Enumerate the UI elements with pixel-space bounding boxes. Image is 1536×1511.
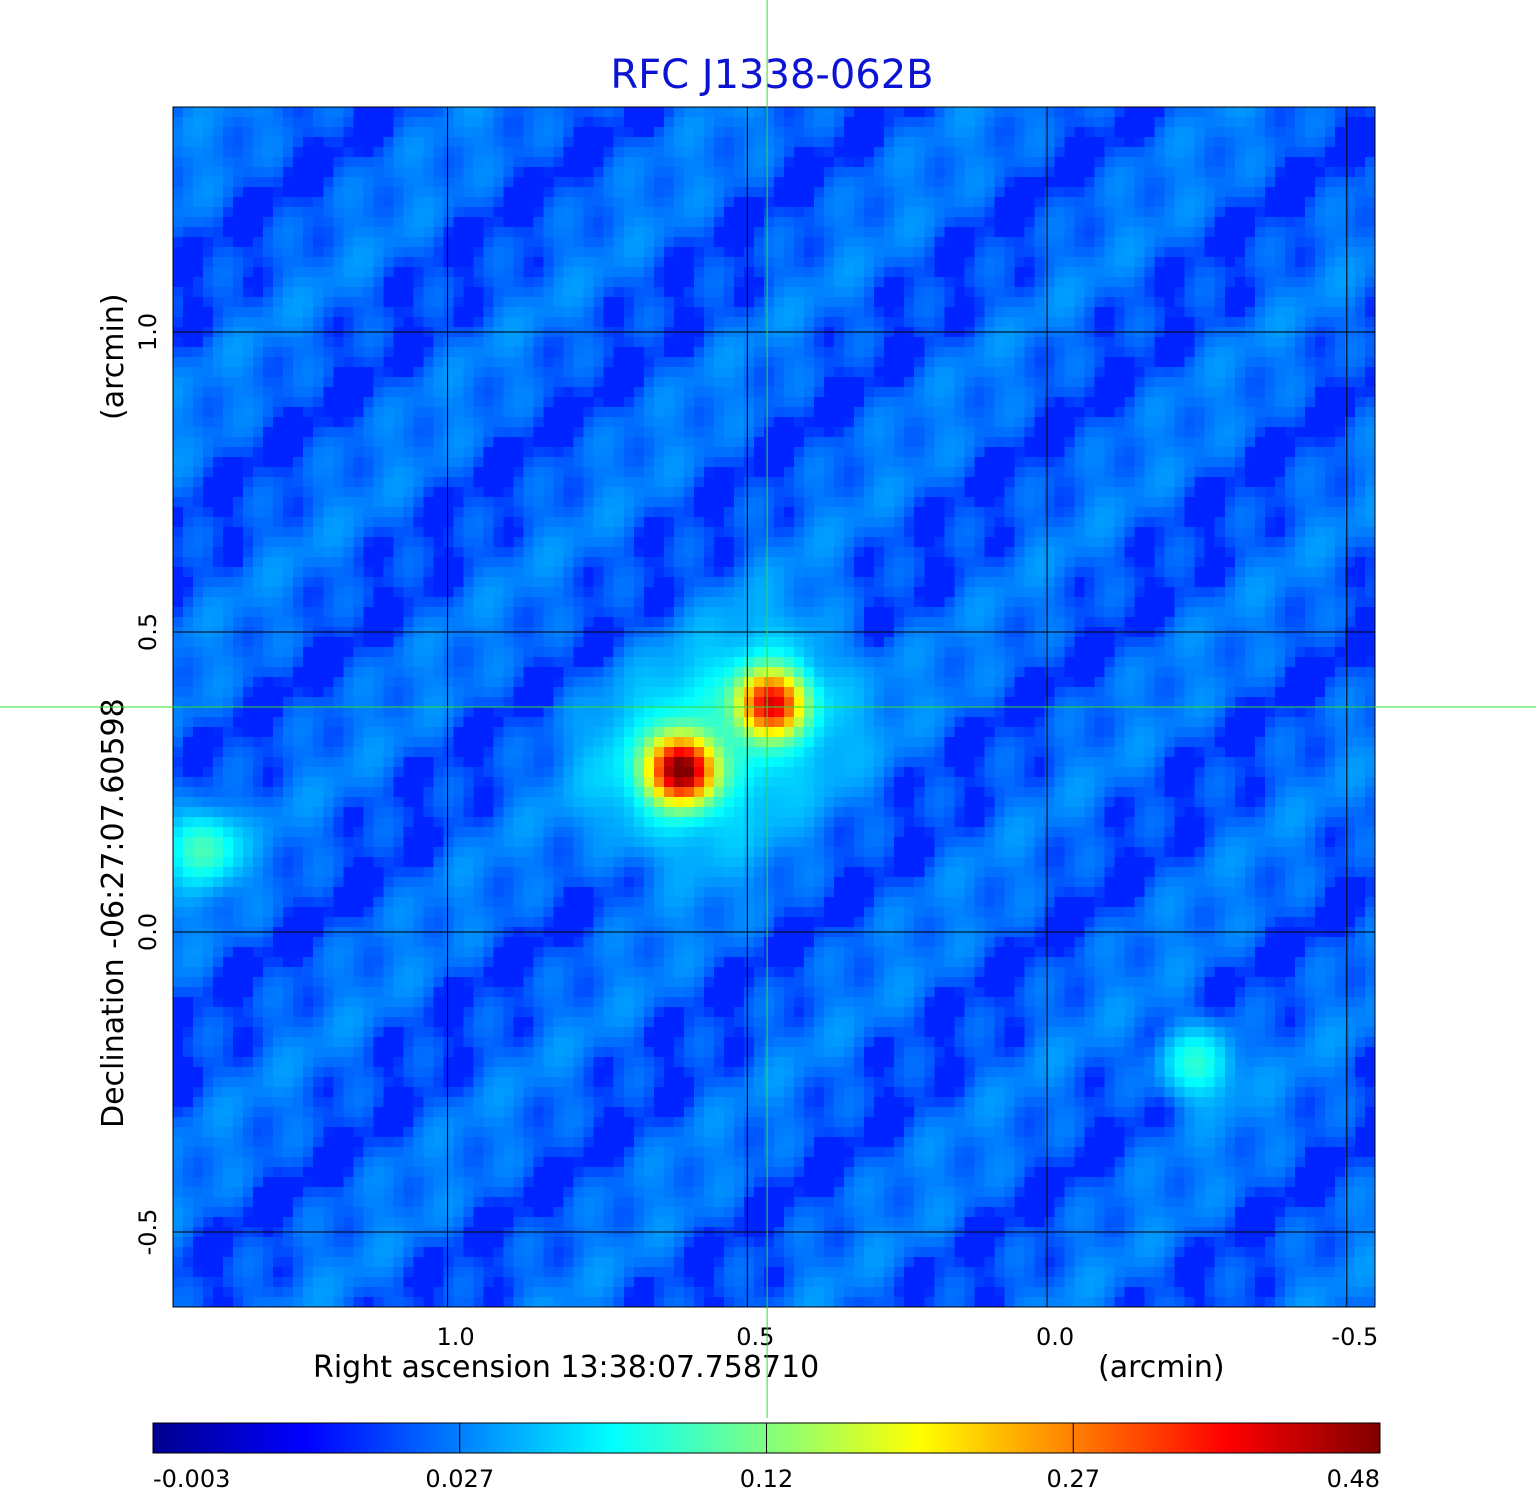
x-axis-unit: (arcmin) bbox=[1098, 1350, 1225, 1385]
x-axis-ticks: 1.0 0.5 0.0 -0.5 bbox=[436, 1323, 1378, 1351]
y-tick-label: -0.5 bbox=[134, 1209, 162, 1256]
y-tick-label: 0.5 bbox=[134, 613, 162, 651]
colorbar-tick-label: -0.003 bbox=[153, 1465, 230, 1493]
x-tick-label: -0.5 bbox=[1331, 1323, 1378, 1351]
colorbar: -0.003 0.027 0.12 0.27 0.48 bbox=[152, 1422, 1381, 1493]
colorbar-tick-label: 0.27 bbox=[1047, 1465, 1100, 1493]
colorbar-tick-label: 0.027 bbox=[425, 1465, 494, 1493]
y-tick-label: 1.0 bbox=[134, 313, 162, 351]
y-tick-label: 0.0 bbox=[134, 913, 162, 951]
chart-title: RFC J1338-062B bbox=[610, 52, 933, 98]
y-axis-unit: (arcmin) bbox=[96, 293, 131, 420]
x-tick-label: 1.0 bbox=[436, 1323, 474, 1351]
colorbar-ticks: -0.003 0.027 0.12 0.27 0.48 bbox=[152, 1423, 1381, 1493]
x-axis-label: Right ascension 13:38:07.758710 bbox=[313, 1350, 819, 1385]
x-tick-label: 0.0 bbox=[1036, 1323, 1074, 1351]
crosshair bbox=[0, 0, 1536, 1418]
colorbar-tick-label: 0.48 bbox=[1327, 1465, 1380, 1493]
y-axis-ticks: 1.0 0.5 0.0 -0.5 bbox=[134, 313, 162, 1256]
x-tick-label: 0.5 bbox=[736, 1323, 774, 1351]
y-axis-label: Declination -06:27:07.60598 bbox=[96, 698, 131, 1128]
colorbar-tick-label: 0.12 bbox=[740, 1465, 793, 1493]
